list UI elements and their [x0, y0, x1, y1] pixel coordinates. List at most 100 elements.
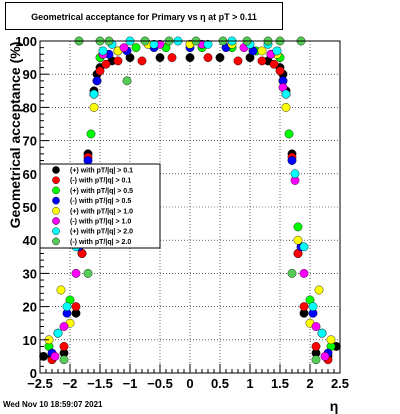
data-point: [299, 302, 309, 311]
data-point: [272, 46, 282, 56]
x-tick-label: −2.5: [27, 376, 53, 391]
data-point: [83, 268, 93, 278]
data-point: [320, 351, 330, 361]
y-tick-label: 30: [23, 266, 37, 281]
data-point: [287, 268, 297, 278]
legend-marker: [52, 206, 60, 215]
data-point: [86, 129, 96, 139]
data-point: [284, 129, 294, 139]
x-tick-label: 1.5: [271, 376, 289, 391]
data-point: [308, 302, 318, 311]
data-point: [185, 53, 195, 62]
data-point: [59, 322, 69, 331]
y-tick-labels: 0 10 20 30 40 50 60 70 80 90 100: [15, 34, 37, 381]
data-point: [71, 302, 81, 311]
legend-label: (-) with pT/|q| > 2.0: [70, 239, 131, 246]
data-point: [59, 342, 69, 351]
legend-label: (+) with pT/|q| > 0.1: [70, 168, 133, 175]
data-point: [281, 89, 291, 99]
legend-label: (+) with pT/|q| > 0.5: [70, 188, 133, 195]
y-tick-label: 70: [23, 134, 37, 149]
x-tick-label: −1.5: [87, 376, 113, 391]
x-tick-label: 2: [306, 376, 313, 391]
legend-label: (-) with pT/|q| > 1.0: [70, 219, 131, 226]
legend-marker: [52, 227, 60, 235]
legend-entries: (+) with pT/|q| > 0.1 (-) with pT/|q| > 0…: [52, 166, 133, 246]
data-point: [311, 342, 321, 351]
y-tick-label: 90: [23, 67, 37, 82]
data-point: [311, 355, 321, 365]
y-tick-label: 10: [23, 333, 37, 348]
data-point: [257, 46, 267, 56]
x-tick-label: 0: [186, 376, 193, 391]
data-point: [257, 56, 267, 66]
timestamp: Wed Nov 10 18:59:07 2021: [3, 400, 103, 409]
data-point: [314, 285, 324, 295]
data-point: [293, 222, 303, 232]
legend-label: (-) with pT/|q| > 0.5: [70, 198, 131, 205]
data-point: [290, 169, 300, 179]
data-point: [53, 328, 63, 338]
legend-marker: [52, 196, 60, 205]
data-point: [56, 285, 66, 295]
data-point: [155, 53, 165, 62]
data-point: [287, 156, 297, 165]
data-point: [92, 76, 102, 86]
y-tick-label: 40: [23, 233, 37, 248]
data-point: [101, 59, 111, 69]
data-point: [215, 53, 225, 62]
data-point: [122, 76, 132, 86]
x-axis-title: η: [330, 398, 339, 414]
data-point: [137, 56, 147, 66]
y-tick-label: 80: [23, 100, 37, 115]
data-point: [233, 56, 243, 66]
data-point: [275, 66, 285, 76]
data-point: [317, 328, 327, 338]
data-point: [293, 235, 303, 245]
data-series: [39, 36, 341, 365]
x-tick-label: 0.5: [211, 376, 229, 391]
legend-marker: [52, 217, 60, 225]
data-point: [203, 53, 213, 62]
series-5: [44, 39, 336, 345]
data-point: [95, 66, 105, 76]
y-tick-label: 100: [15, 34, 37, 49]
x-tick-label: −0.5: [147, 376, 173, 391]
y-tick-label: 60: [23, 167, 37, 182]
y-tick-label: 20: [23, 300, 37, 315]
legend-box: [39, 163, 161, 249]
data-point: [299, 268, 309, 278]
data-point: [311, 322, 321, 331]
x-tick-label: −1: [123, 376, 138, 391]
legend-label: (+) with pT/|q| > 2.0: [70, 229, 133, 236]
data-point: [326, 335, 336, 345]
legend-marker: [52, 186, 60, 195]
x-tick-labels: −2.5 −2 −1.5 −1 −0.5 0 0.5 1 1.5 2 2.5: [27, 376, 349, 391]
y-tick-label: 50: [23, 200, 37, 215]
data-point: [113, 56, 123, 66]
plot-title: Geometrical acceptance for Primary vs η …: [5, 2, 283, 30]
x-tick-label: 2.5: [331, 376, 349, 391]
grid-lines: [39, 40, 341, 374]
data-point: [89, 89, 99, 99]
data-point: [203, 39, 213, 49]
data-point: [89, 103, 99, 112]
data-point: [119, 43, 129, 53]
legend-label: (+) with pT/|q| > 1.0: [70, 208, 133, 215]
data-point: [83, 156, 93, 165]
data-point: [59, 355, 69, 365]
series-8: [59, 36, 321, 365]
legend-marker: [52, 166, 60, 174]
x-tick-label: −2: [63, 376, 78, 391]
data-point: [299, 242, 309, 252]
data-point: [62, 302, 72, 311]
data-point: [269, 59, 279, 69]
x-tick-label: 1: [246, 376, 253, 391]
legend-label: (-) with pT/|q| > 0.1: [70, 178, 131, 185]
legend-marker: [52, 176, 60, 184]
y-axis-title: Geometrical acceptance (%): [7, 42, 23, 229]
data-point: [167, 53, 177, 62]
y-tick-label: 0: [30, 366, 37, 381]
legend-marker: [52, 237, 60, 246]
